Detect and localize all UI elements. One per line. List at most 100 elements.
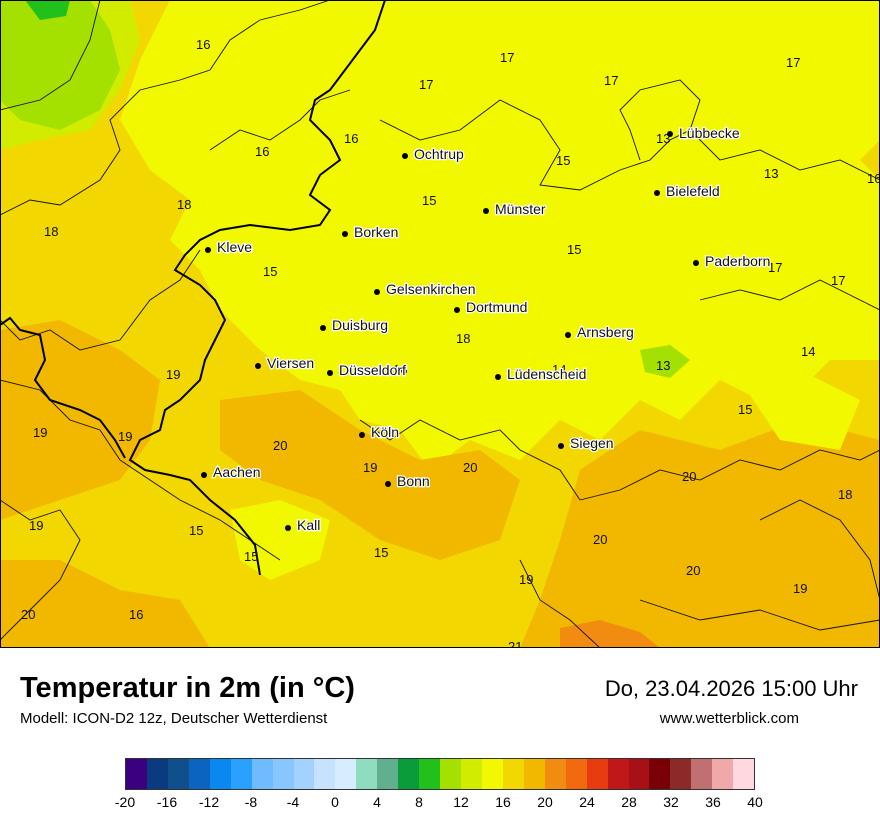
city-label: Dortmund [466, 299, 527, 315]
scale-tick-label: 24 [579, 794, 595, 810]
temp-label: 15 [263, 264, 277, 279]
northwest-dark-green [25, 0, 70, 20]
temp-label: 17 [500, 50, 514, 65]
city-arnsberg: Arnsberg [565, 323, 635, 341]
temp-label: 14 [801, 344, 815, 359]
scale-tick-label: 36 [705, 794, 721, 810]
forecast-datetime: Do, 23.04.2026 15:00 Uhr [604, 676, 858, 701]
temp-label: 18 [44, 224, 58, 239]
city-label: Siegen [570, 435, 614, 451]
city-gelsenkirchen: Gelsenkirchen [374, 280, 477, 298]
scale-tick-label: 16 [495, 794, 511, 810]
website-link[interactable]: www.wetterblick.com [659, 710, 799, 727]
northwest-green [0, 0, 120, 130]
city-label: Lüdenscheid [507, 366, 586, 382]
warm-zone-southeast [520, 420, 880, 648]
color-scale-bar [125, 758, 755, 790]
scale-tick-label: 4 [373, 794, 381, 810]
city-label: Arnsberg [577, 324, 634, 340]
scale-swatch [251, 759, 273, 789]
temp-label: 19 [793, 581, 807, 596]
city-duesseldorf: Düsseldorf [327, 361, 407, 379]
temp-label: 19 [363, 460, 377, 475]
color-scale-ticks: -20 -16 -12 -8 -4 0 4 8 12 16 20 24 28 32 36 40 [115, 794, 763, 812]
temperature-map: 16 17 17 17 17 16 16 15 13 13 16 18 15 1… [0, 0, 880, 648]
temp-label: 20 [273, 438, 287, 453]
cool-patch-east [740, 370, 860, 450]
city-borken: Borken [342, 223, 400, 241]
scale-swatch [649, 759, 671, 789]
temperature-labels: 16 17 17 17 17 16 16 15 13 13 16 18 15 1… [21, 37, 880, 648]
temp-label: 20 [463, 460, 477, 475]
temp-label: 16 [196, 37, 210, 52]
hot-spot-south [560, 620, 660, 648]
city-label: Gelsenkirchen [386, 281, 476, 297]
city-label: Paderborn [705, 253, 770, 269]
scale-swatch [544, 759, 566, 789]
city-markers: Ochtrup Lübbecke Bielefeld Münster Borke… [201, 124, 772, 534]
scale-swatch [356, 759, 378, 789]
scale-swatch [167, 759, 189, 789]
city-label: Lübbecke [679, 125, 740, 141]
cool-patch-kall [230, 500, 330, 580]
temp-label: 14 [552, 362, 566, 377]
temp-label: 13 [656, 131, 670, 146]
temp-label: 16 [344, 131, 358, 146]
scale-tick-label: -12 [198, 794, 220, 810]
scale-swatch [607, 759, 629, 789]
temp-label: 15 [189, 523, 203, 538]
city-label: Münster [495, 201, 546, 217]
temp-label: 21 [508, 639, 522, 648]
scale-swatch [586, 759, 608, 789]
city-bonn: Bonn [385, 472, 431, 490]
scale-swatch [461, 759, 482, 789]
city-label: Duisburg [332, 317, 388, 333]
city-kall: Kall [285, 516, 322, 534]
city-viersen: Viersen [255, 354, 315, 372]
scale-swatch [670, 759, 692, 789]
temp-label: 15 [374, 545, 388, 560]
scale-tick-label: 28 [621, 794, 637, 810]
scale-tick-label: 32 [663, 794, 679, 810]
city-label: Kall [297, 517, 320, 533]
temp-label: 19 [519, 572, 533, 587]
scale-swatch [293, 759, 315, 789]
scale-tick-label: -8 [244, 794, 258, 810]
temp-label: 20 [593, 532, 607, 547]
scale-tick-label: 40 [747, 794, 763, 810]
temp-label: 17 [831, 273, 845, 288]
map-title: Temperatur in 2m (in °C) [20, 672, 355, 704]
temp-label: 17 [786, 55, 800, 70]
state-borders [0, 0, 386, 576]
temp-label: 19 [33, 425, 47, 440]
warm-zone-southwest [0, 560, 210, 648]
city-aachen: Aachen [201, 463, 262, 481]
temp-label: 19 [29, 518, 43, 533]
scale-swatch [691, 759, 713, 789]
temp-label: 16 [393, 362, 407, 377]
scale-tick-label: -16 [156, 794, 178, 810]
scale-swatch [230, 759, 252, 789]
temp-label: 16 [129, 607, 143, 622]
temp-label: 13 [656, 358, 670, 373]
temp-label: 20 [21, 607, 35, 622]
city-kleve: Kleve [205, 238, 253, 256]
scale-swatch [419, 759, 441, 789]
temp-label: 18 [456, 331, 470, 346]
temp-label: 17 [768, 260, 782, 275]
scale-tick-label: 12 [453, 794, 469, 810]
city-siegen: Siegen [558, 434, 615, 452]
temp-label: 20 [682, 469, 696, 484]
warm-zone-south [220, 390, 520, 560]
model-source: Modell: ICON-D2 12z, Deutscher Wetterdie… [20, 710, 328, 727]
scale-swatch [209, 759, 231, 789]
temp-label: 20 [686, 563, 700, 578]
green-patch-east [640, 345, 690, 378]
city-label: Kleve [217, 239, 252, 255]
temp-label: 17 [604, 73, 618, 88]
scale-swatch [502, 759, 524, 789]
scale-swatch [712, 759, 734, 789]
scale-swatch [733, 759, 755, 789]
scale-swatch [523, 759, 545, 789]
temp-label: 15 [567, 242, 581, 257]
